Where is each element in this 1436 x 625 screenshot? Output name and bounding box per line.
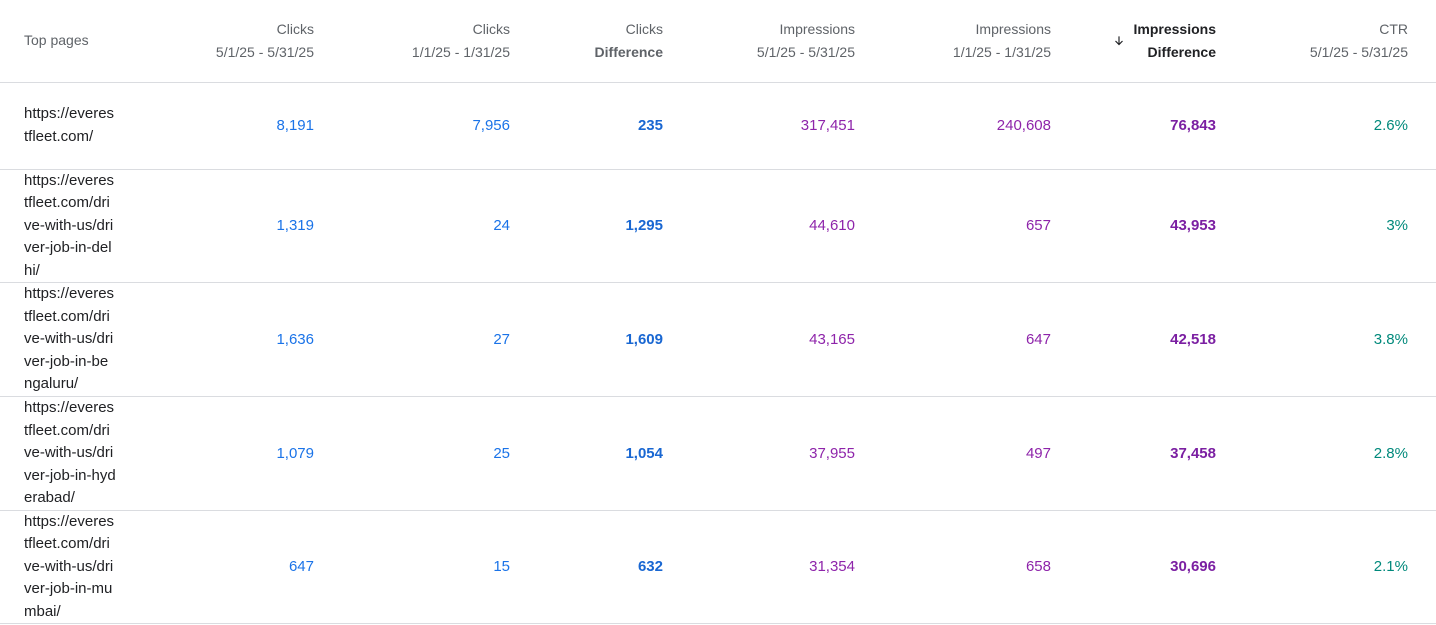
header-label: Top pages — [24, 32, 89, 49]
clicks-diff-cell: 235 — [637, 117, 663, 134]
impressions-may-cell: 43,165 — [809, 331, 855, 348]
row-spacer — [1408, 397, 1436, 511]
header-impressions-difference[interactable]: Impressions Difference — [1051, 0, 1216, 82]
header-label: Impressions — [1133, 20, 1216, 37]
table-row[interactable]: https://everestfleet.com/ 8,191 7,956 23… — [0, 82, 1436, 169]
impressions-may-cell: 31,354 — [809, 558, 855, 576]
clicks-may-cell: 1,636 — [276, 331, 314, 348]
header-clicks-may[interactable]: Clicks 5/1/25 - 5/31/25 — [140, 0, 314, 82]
clicks-jan-cell: 25 — [493, 444, 510, 462]
header-date-range: 1/1/25 - 1/31/25 — [952, 43, 1051, 60]
impressions-may-cell: 44,610 — [809, 217, 855, 235]
clicks-diff-cell: 632 — [637, 558, 663, 576]
sort-header-wrap: Impressions Difference — [1112, 18, 1216, 64]
clicks-jan-cell: 27 — [493, 331, 510, 348]
ctr-may-cell: 3% — [1386, 217, 1408, 235]
row-spacer — [1408, 169, 1436, 283]
header-date-range: 5/1/25 - 5/31/25 — [756, 43, 855, 60]
header-label: Clicks — [625, 20, 663, 37]
header-ctr-may[interactable]: CTR 5/1/25 - 5/31/25 — [1216, 0, 1408, 82]
page-cell: https://everestfleet.com/ — [0, 82, 140, 169]
clicks-diff-cell: 1,295 — [625, 217, 663, 235]
header-spacer — [1408, 0, 1436, 82]
header-top-pages: Top pages — [0, 0, 140, 82]
impressions-jan-cell: 647 — [1025, 331, 1051, 348]
header-label: Impressions — [975, 20, 1051, 37]
page-url[interactable]: https://everestfleet.com/ — [24, 105, 115, 145]
page-url[interactable]: https://everestfleet.com/drive-with-us/d… — [24, 285, 115, 393]
header-text: Impressions Difference — [1134, 18, 1216, 64]
row-spacer — [1408, 283, 1436, 397]
header-row: Top pages Clicks 5/1/25 - 5/31/25 Clicks… — [0, 0, 1436, 82]
header-label: Clicks — [472, 20, 510, 37]
header-impressions-may[interactable]: Impressions 5/1/25 - 5/31/25 — [663, 0, 855, 82]
row-spacer — [1408, 82, 1436, 169]
page-cell: https://everestfleet.com/drive-with-us/d… — [0, 397, 140, 511]
header-label: Impressions — [779, 20, 855, 37]
page-cell: https://everestfleet.com/drive-with-us/d… — [0, 283, 140, 397]
impressions-jan-cell: 658 — [1025, 558, 1051, 576]
page-cell: https://everestfleet.com/drive-with-us/d… — [0, 510, 140, 624]
header-clicks-jan[interactable]: Clicks 1/1/25 - 1/31/25 — [314, 0, 510, 82]
page-cell: https://everestfleet.com/drive-with-us/d… — [0, 169, 140, 283]
ctr-may-cell: 2.1% — [1373, 558, 1408, 576]
impressions-jan-cell: 497 — [1025, 444, 1051, 462]
table-row[interactable]: https://everestfleet.com/drive-with-us/d… — [0, 169, 1436, 283]
clicks-may-cell: 647 — [288, 558, 314, 576]
clicks-diff-cell: 1,054 — [625, 444, 663, 462]
page-url[interactable]: https://everestfleet.com/drive-with-us/d… — [24, 171, 115, 279]
page-url[interactable]: https://everestfleet.com/drive-with-us/d… — [24, 512, 115, 620]
table-row[interactable]: https://everestfleet.com/drive-with-us/d… — [0, 510, 1436, 624]
header-impressions-jan[interactable]: Impressions 1/1/25 - 1/31/25 — [855, 0, 1051, 82]
impressions-may-cell: 317,451 — [800, 117, 855, 134]
ctr-may-cell: 3.8% — [1373, 331, 1408, 348]
row-spacer — [1408, 510, 1436, 624]
impressions-jan-cell: 240,608 — [996, 117, 1051, 134]
clicks-jan-cell: 7,956 — [472, 117, 510, 134]
impressions-may-cell: 37,955 — [809, 444, 855, 462]
ctr-may-cell: 2.6% — [1373, 117, 1408, 134]
header-label: Clicks — [276, 20, 314, 37]
clicks-may-cell: 1,319 — [276, 217, 314, 235]
impressions-diff-cell: 43,953 — [1170, 217, 1216, 235]
page-url[interactable]: https://everestfleet.com/drive-with-us/d… — [24, 399, 116, 506]
table-row[interactable]: https://everestfleet.com/drive-with-us/d… — [0, 283, 1436, 397]
clicks-may-cell: 8,191 — [276, 117, 314, 134]
clicks-may-cell: 1,079 — [276, 444, 314, 462]
impressions-diff-cell: 37,458 — [1170, 444, 1216, 462]
table-row[interactable]: https://everestfleet.com/drive-with-us/d… — [0, 397, 1436, 511]
clicks-jan-cell: 15 — [493, 558, 510, 576]
clicks-jan-cell: 24 — [493, 217, 510, 235]
header-date-range: 5/1/25 - 5/31/25 — [215, 43, 314, 60]
clicks-diff-cell: 1,609 — [625, 331, 663, 348]
impressions-diff-cell: 76,843 — [1170, 117, 1216, 134]
header-label: CTR — [1379, 20, 1408, 37]
header-date-range: 1/1/25 - 1/31/25 — [411, 43, 510, 60]
header-date-range: 5/1/25 - 5/31/25 — [1309, 43, 1408, 60]
impressions-diff-cell: 30,696 — [1170, 558, 1216, 576]
table-header: Top pages Clicks 5/1/25 - 5/31/25 Clicks… — [0, 0, 1436, 82]
header-difference-label: Difference — [1147, 43, 1216, 60]
impressions-diff-cell: 42,518 — [1170, 331, 1216, 348]
header-difference-label: Difference — [594, 43, 663, 60]
arrow-down-icon — [1114, 36, 1123, 46]
table-body: https://everestfleet.com/ 8,191 7,956 23… — [0, 82, 1436, 624]
impressions-jan-cell: 657 — [1025, 217, 1051, 235]
ctr-may-cell: 2.8% — [1373, 444, 1408, 462]
header-clicks-difference[interactable]: Clicks Difference — [510, 0, 663, 82]
